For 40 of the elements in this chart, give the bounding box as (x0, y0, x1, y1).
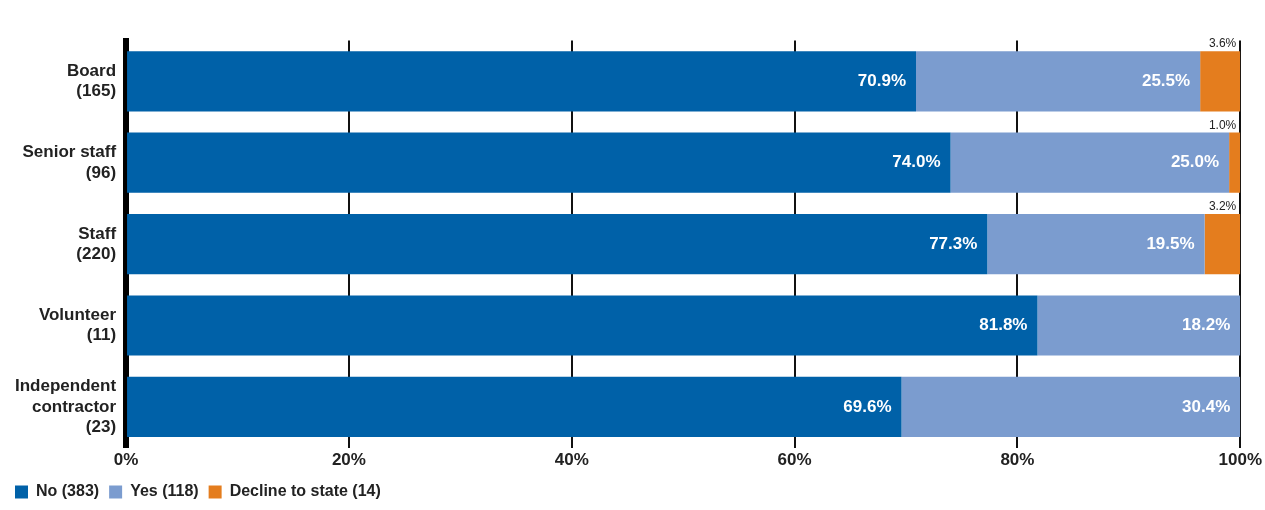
y-tick-label: Staff (220) (76, 223, 117, 263)
x-tick-label: 100% (1218, 450, 1262, 470)
bar (127, 132, 951, 193)
data-label: 18.2% (1182, 315, 1231, 335)
legend-label: Yes (118) (130, 482, 199, 500)
bar (127, 213, 988, 275)
bar (1229, 132, 1241, 193)
data-label: 3.6% (1208, 36, 1237, 51)
data-label: 69.6% (843, 396, 892, 416)
bar (1204, 213, 1241, 275)
data-label: 77.3% (929, 233, 978, 253)
y-tick-label: Volunteer (11) (38, 304, 117, 345)
data-label: 74.0% (892, 152, 941, 172)
data-label: 19.5% (1146, 233, 1195, 253)
data-label: 25.5% (1141, 70, 1191, 90)
legend-label: Decline to state (14) (229, 482, 381, 500)
bar (1037, 295, 1241, 356)
data-label: 3.2% (1208, 199, 1237, 214)
y-tick-label: Board (165) (66, 60, 117, 101)
bar (127, 376, 902, 438)
data-label: 25.0% (1170, 152, 1220, 172)
data-label: 70.9% (857, 70, 907, 90)
x-tick-label: 80% (1000, 450, 1035, 470)
bar (916, 51, 1201, 112)
bar (950, 132, 1230, 193)
data-label: 1.0% (1208, 117, 1237, 132)
legend-label: No (383) (36, 482, 100, 500)
data-label: 30.4% (1182, 396, 1231, 416)
y-tick-label: Senior staff (96) (22, 142, 117, 182)
x-tick-label: 60% (777, 450, 812, 470)
bar (987, 213, 1205, 275)
bar (1200, 51, 1241, 112)
y-tick-label: Independent contractor (23) (14, 376, 117, 436)
x-tick-label: 0% (113, 450, 139, 470)
x-tick-label: 20% (331, 450, 366, 470)
bar (127, 295, 1038, 356)
data-label: 81.8% (979, 315, 1028, 335)
bar (127, 51, 917, 112)
x-tick-label: 40% (554, 450, 589, 470)
bar (901, 376, 1241, 438)
